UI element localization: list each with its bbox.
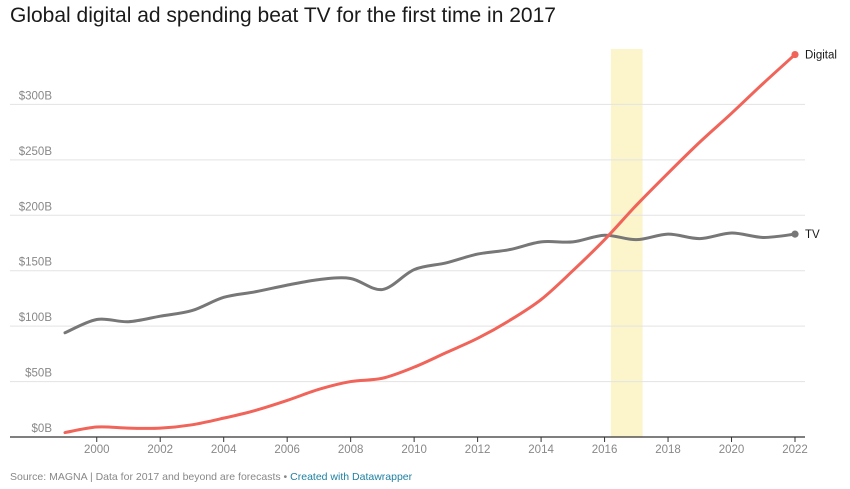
y-tick-label: $250B [19, 146, 53, 158]
chart-title: Global digital ad spending beat TV for t… [10, 4, 556, 27]
series-line-tv [63, 231, 797, 335]
x-tick-label: 2020 [719, 444, 745, 456]
x-tick-label: 2012 [465, 444, 491, 456]
x-tick-label: 2018 [655, 444, 681, 456]
series-label-tv: TV [805, 229, 820, 241]
series-label-digital: Digital [805, 50, 837, 62]
footer-separator: • [280, 471, 291, 483]
x-tick-label: 2002 [147, 444, 173, 456]
x-tick-label: 2010 [401, 444, 427, 456]
y-tick-label: $100B [19, 312, 53, 324]
series-line-digital [63, 53, 797, 435]
y-tick-label: $200B [19, 201, 53, 213]
x-tick-label: 2008 [338, 444, 364, 456]
x-tick-label: 2006 [274, 444, 300, 456]
series-endpoint-tv [791, 230, 799, 238]
chart-footer: Source: MAGNA | Data for 2017 and beyond… [10, 471, 412, 483]
y-tick-label: $50B [25, 368, 52, 380]
forecast-highlight-band [610, 49, 643, 437]
y-tick-label: $0B [32, 423, 53, 435]
x-tick-label: 2014 [528, 444, 554, 456]
series-endpoint-digital [791, 50, 799, 59]
x-tick-label: 2022 [782, 444, 808, 456]
y-tick-label: $150B [19, 257, 53, 269]
source-note: Source: MAGNA | Data for 2017 and beyond… [10, 471, 281, 483]
datawrapper-credit-link[interactable]: Created with Datawrapper [290, 471, 413, 483]
x-tick-label: 2000 [84, 444, 110, 456]
x-tick-label: 2004 [211, 444, 237, 456]
x-tick-label: 2016 [592, 444, 618, 456]
y-tick-label: $300B [19, 90, 53, 102]
